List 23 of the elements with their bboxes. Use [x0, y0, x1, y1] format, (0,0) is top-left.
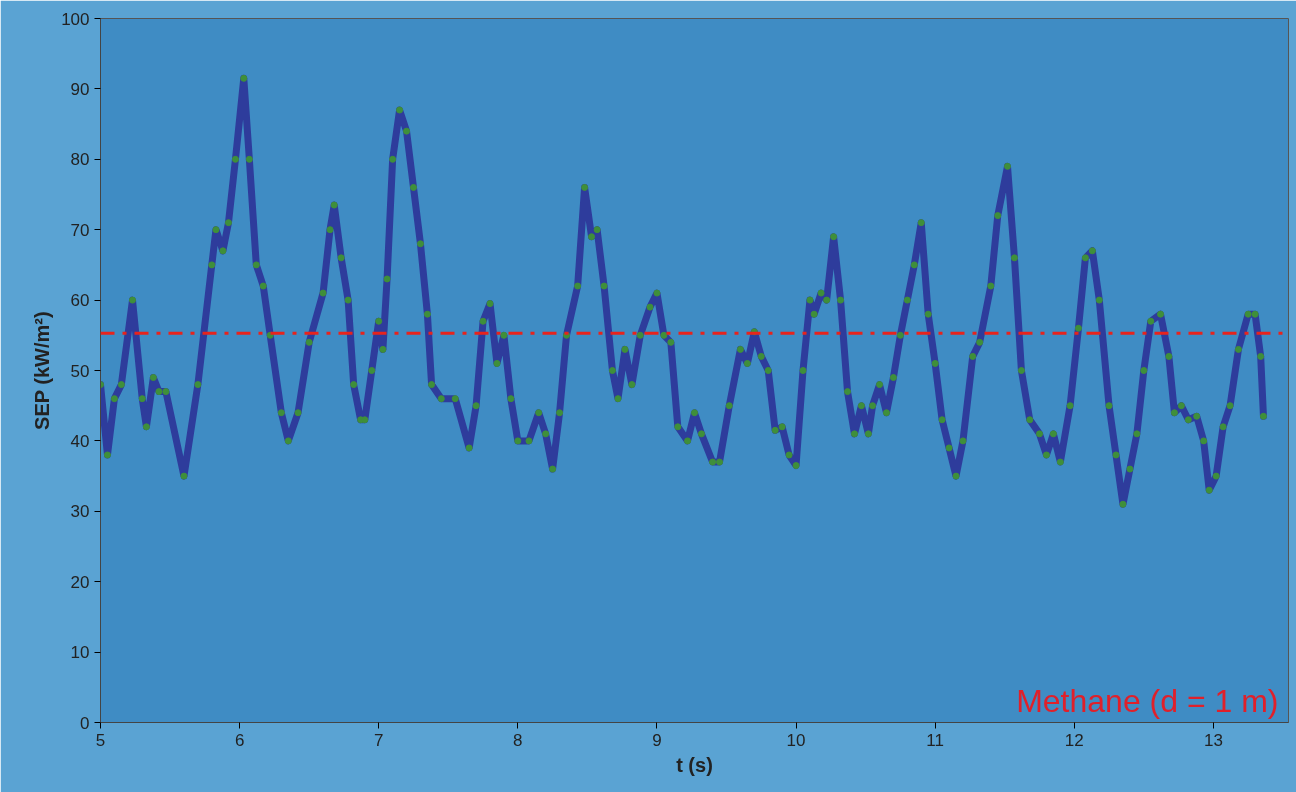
x-tick-label: 12: [1064, 730, 1084, 750]
x-tick-label: 10: [786, 730, 806, 750]
x-tick-label: 6: [234, 730, 245, 750]
x-axis-title: t (s): [676, 753, 713, 776]
y-tick-label: 0: [80, 713, 90, 733]
y-tick-label: 50: [70, 361, 90, 381]
y-tick-label: 90: [70, 79, 90, 99]
y-tick-label: 100: [61, 9, 90, 29]
x-tick-label: 8: [513, 730, 523, 750]
annotation: Methane (d = 1 m): [1016, 682, 1279, 719]
y-tick-label: 80: [70, 150, 90, 170]
x-tick-label: 11: [926, 730, 944, 750]
y-tick-label: 40: [70, 431, 90, 451]
y-tick-label: 30: [70, 502, 90, 522]
y-tick-label: 70: [70, 220, 90, 240]
y-tick-label: 60: [70, 291, 90, 311]
x-tick-label: 9: [652, 730, 662, 750]
y-tick-label: 10: [70, 643, 90, 663]
x-tick-label: 7: [373, 730, 384, 750]
y-tick-label: 20: [70, 572, 90, 592]
x-tick-label: 13: [1203, 730, 1223, 750]
y-axis-title: SEP (kW/m²): [31, 311, 54, 430]
x-tick-label: 5: [95, 730, 106, 750]
